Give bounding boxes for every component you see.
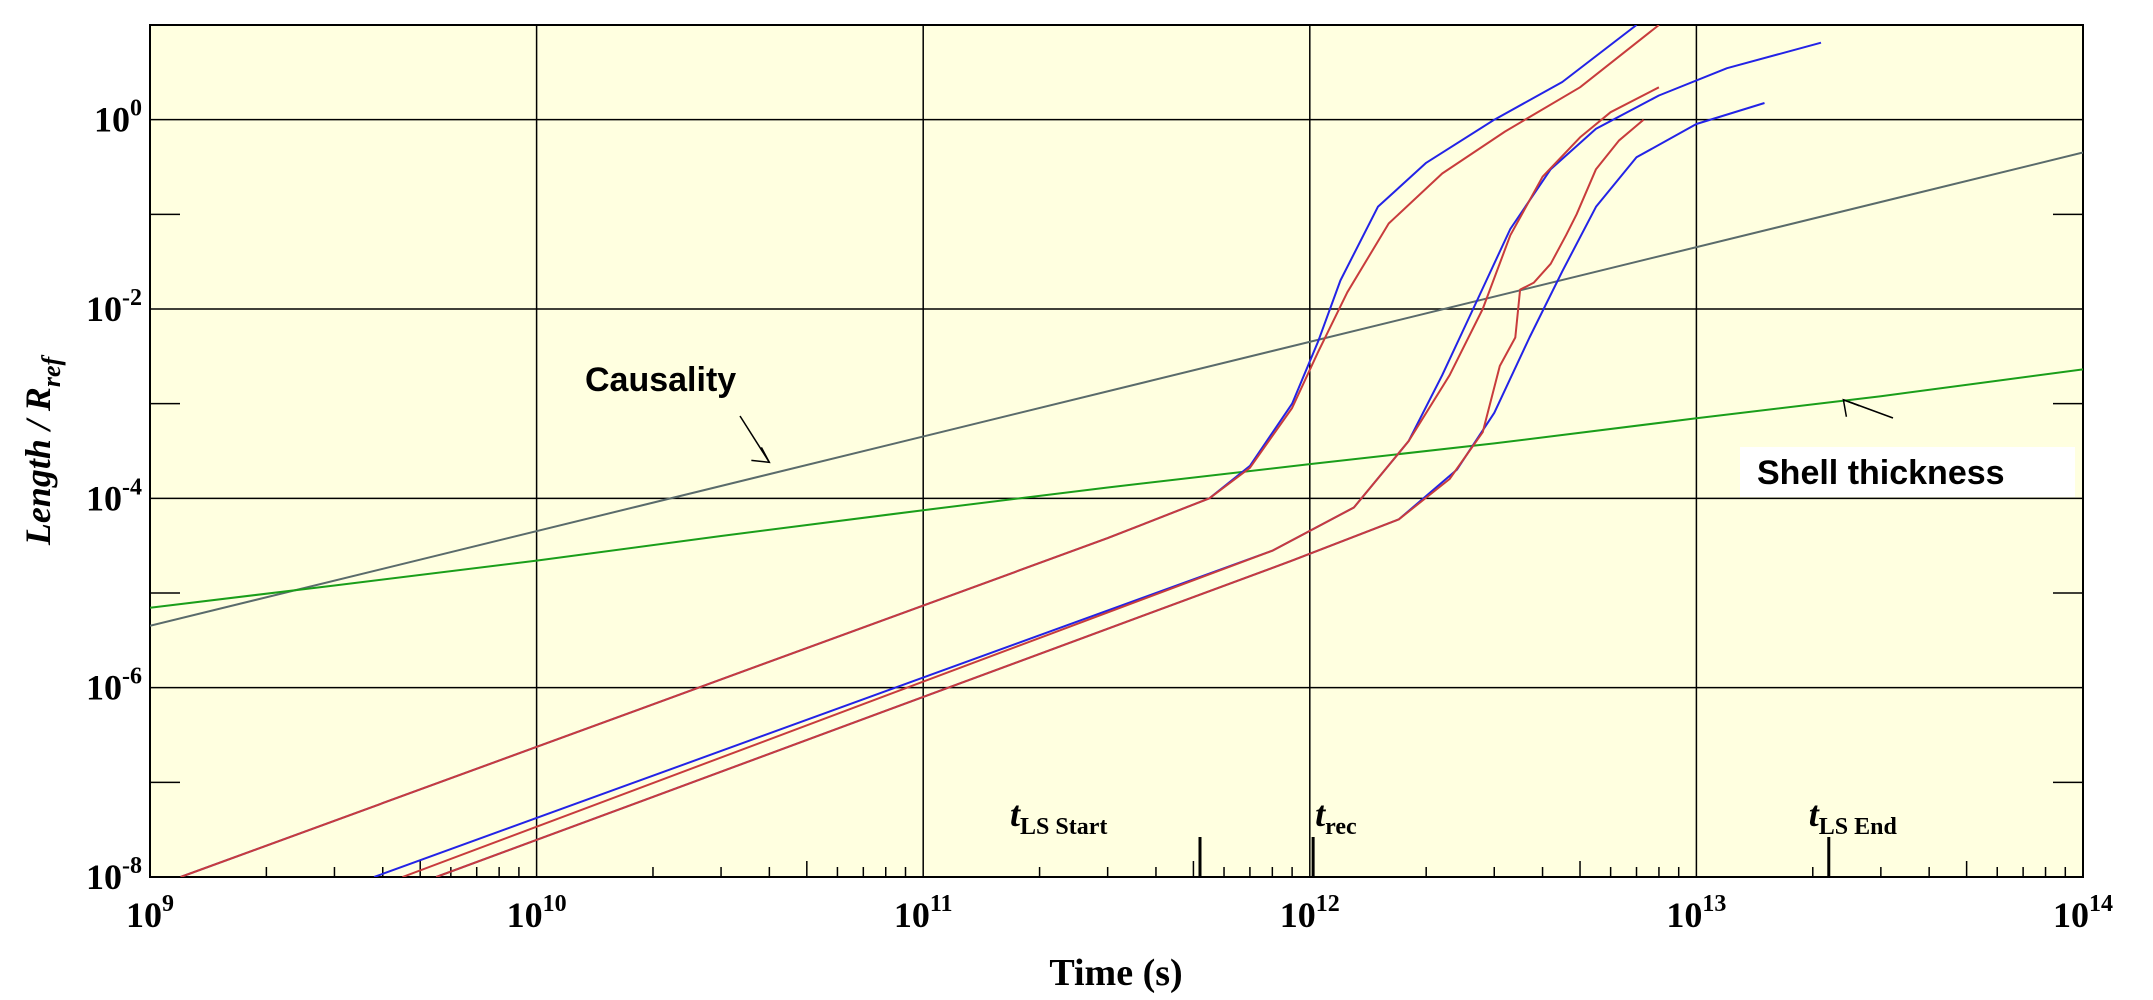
time-marker-subscript: LS End	[1819, 814, 1898, 840]
x-tick-labels: 109 1010 1011 1012 1013 1014	[126, 891, 2113, 935]
x-tick-label: 1014	[2053, 891, 2113, 935]
grid-layer	[150, 25, 2083, 877]
x-tick-exp: 12	[1316, 891, 1340, 917]
time-marker-label: trec	[1315, 794, 1357, 840]
y-tick-base: 10	[86, 857, 122, 897]
x-tick-base: 10	[126, 895, 162, 935]
series-line-run-1-red	[180, 25, 1660, 877]
y-tick-label: 10-2	[86, 285, 142, 329]
x-tick-base: 10	[1666, 895, 1702, 935]
y-tick-exp: -2	[122, 285, 142, 311]
y-tick-base: 10	[94, 100, 130, 140]
y-tick-base: 10	[86, 478, 122, 518]
x-tick-exp: 13	[1702, 891, 1726, 917]
marker-layer: tLS Start trec tLS End	[1010, 794, 1898, 877]
y-tick-label: 10-8	[86, 853, 142, 897]
annotation-shell-thickness: Shell thickness	[1757, 454, 2005, 492]
x-axis-label: Time (s)	[1049, 952, 1182, 994]
y-tick-exp: -8	[122, 853, 142, 879]
x-tick-exp: 14	[2089, 891, 2113, 917]
x-tick-exp: 10	[543, 891, 567, 917]
time-marker-subscript: rec	[1325, 814, 1357, 840]
x-tick-base: 10	[1280, 895, 1316, 935]
series-line-run-3-red	[435, 118, 1645, 877]
time-marker-symbol: t	[1809, 794, 1820, 834]
x-tick-exp: 9	[162, 891, 174, 917]
series-layer	[150, 25, 2083, 877]
minor-ticks	[150, 213, 2083, 877]
x-tick-label: 1010	[507, 891, 567, 935]
annotation-shell-arrowhead	[1842, 398, 1860, 417]
time-marker-label: tLS Start	[1010, 794, 1107, 840]
y-tick-exp: -4	[122, 474, 142, 500]
y-axis-label: Length / Rref	[18, 354, 66, 546]
annotation-causality-arrowhead	[751, 446, 771, 464]
time-marker-subscript: LS Start	[1020, 814, 1107, 840]
annotations: Causality Shell thickness	[585, 361, 2075, 497]
y-tick-base: 10	[86, 668, 122, 708]
series-line-shell-thickness	[150, 368, 2083, 609]
x-tick-base: 10	[2053, 895, 2089, 935]
time-marker-symbol: t	[1010, 794, 1021, 834]
y-tick-exp: -6	[122, 664, 142, 690]
annotation-shell-bg	[1740, 447, 2075, 497]
y-axis-label-main: Length / R	[18, 387, 58, 546]
y-tick-base: 10	[86, 289, 122, 329]
x-tick-label: 1012	[1280, 891, 1340, 935]
x-tick-label: 1013	[1666, 891, 1726, 935]
x-tick-label: 109	[126, 891, 174, 935]
time-marker-label: tLS End	[1809, 794, 1898, 840]
series-line-causality	[150, 151, 2083, 627]
y-tick-label: 10-4	[86, 474, 142, 518]
x-tick-base: 10	[894, 895, 930, 935]
x-tick-base: 10	[507, 895, 543, 935]
time-marker-symbol: t	[1315, 794, 1326, 834]
y-tick-exp: 0	[130, 96, 142, 122]
y-tick-label: 100	[94, 96, 142, 140]
series-line-run-2-red	[402, 86, 1660, 877]
y-tick-label: 10-6	[86, 664, 142, 708]
x-tick-exp: 11	[930, 891, 953, 917]
y-axis-label-sub: ref	[37, 354, 66, 387]
annotation-causality: Causality	[585, 361, 736, 399]
x-tick-label: 1011	[894, 891, 953, 935]
